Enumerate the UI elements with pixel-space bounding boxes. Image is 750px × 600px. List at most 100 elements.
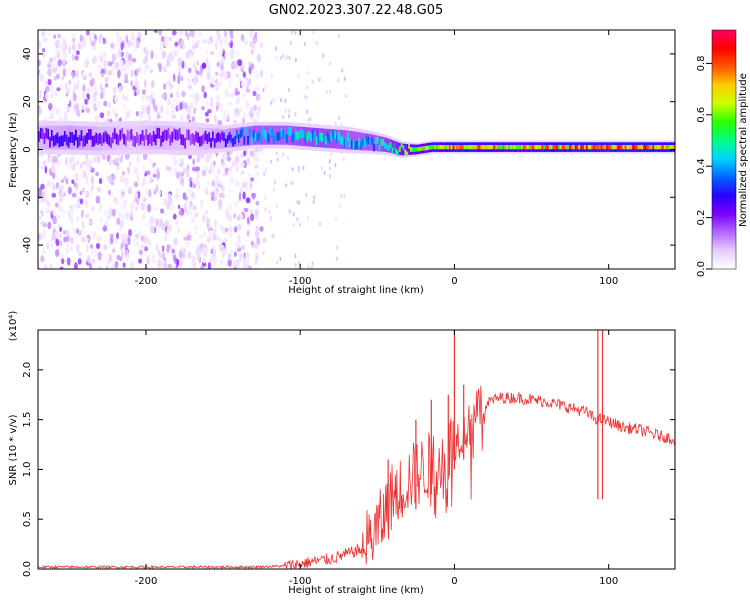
noise-speckle — [127, 39, 131, 48]
noise-speckle — [59, 266, 64, 269]
noise-speckle — [98, 34, 101, 44]
noise-speckle — [183, 236, 188, 241]
noise-speckle — [284, 108, 287, 113]
ridge-core — [619, 145, 622, 150]
noise-speckle — [146, 222, 150, 227]
noise-speckle — [285, 55, 288, 60]
ridge-core — [339, 135, 342, 144]
noise-speckle — [205, 154, 211, 164]
noise-speckle — [55, 182, 59, 190]
noise-speckle — [151, 225, 154, 235]
noise-speckle — [88, 219, 92, 225]
ridge-core — [476, 145, 479, 150]
ridge-core — [63, 131, 67, 142]
ridge-core — [521, 145, 524, 150]
noise-speckle — [168, 36, 173, 42]
y-tick-label: -40 — [22, 237, 33, 253]
noise-speckle — [149, 216, 154, 225]
noise-speckle — [190, 211, 194, 217]
ridge-band — [395, 141, 398, 155]
ridge-core — [73, 134, 76, 146]
ridge-core — [539, 145, 542, 150]
noise-speckle — [311, 79, 314, 85]
noise-speckle — [235, 181, 240, 188]
noise-speckle — [226, 156, 232, 162]
noise-speckle — [130, 69, 135, 78]
ridge-core — [508, 145, 511, 150]
noise-speckle — [92, 55, 98, 63]
ridge-core — [406, 151, 409, 157]
ridge-core — [97, 134, 100, 145]
noise-speckle — [253, 243, 258, 250]
noise-speckle — [122, 199, 128, 208]
ridge-core — [230, 134, 233, 144]
noise-speckle — [173, 171, 177, 177]
ridge-core — [617, 145, 620, 150]
ridge-core — [324, 136, 328, 145]
noise-speckle — [71, 192, 77, 198]
noise-speckle — [311, 261, 314, 266]
noise-speckle — [117, 49, 122, 58]
noise-speckle — [213, 257, 217, 267]
ridge-core — [513, 145, 516, 150]
ridge-core — [75, 129, 78, 141]
ridge-core — [628, 145, 631, 150]
noise-speckle — [206, 63, 211, 72]
ridge-core — [289, 127, 292, 136]
noise-speckle — [228, 252, 232, 261]
noise-speckle — [244, 40, 249, 46]
noise-speckle — [47, 78, 52, 86]
noise-speckle — [54, 49, 58, 56]
ridge-core — [139, 134, 142, 145]
ridge-core — [210, 138, 213, 148]
noise-speckle — [294, 112, 297, 117]
noise-speckle — [248, 66, 252, 75]
noise-speckle — [125, 254, 130, 261]
ridge-core — [643, 145, 646, 150]
noise-speckle — [58, 187, 63, 196]
noise-speckle — [86, 158, 90, 166]
ridge-core — [125, 135, 128, 147]
noise-speckle — [56, 223, 61, 228]
noise-speckle — [100, 38, 104, 46]
figure-title: GN02.2023.307.22.48.G05 — [269, 3, 444, 18]
ridge-core — [565, 145, 568, 150]
ridge-core — [241, 127, 244, 137]
ridge-core — [498, 145, 502, 150]
noise-speckle — [111, 63, 117, 70]
noise-speckle — [120, 242, 124, 250]
noise-speckle — [146, 50, 150, 56]
ridge-core — [219, 133, 222, 143]
noise-speckle — [99, 112, 105, 119]
noise-speckle — [240, 161, 245, 169]
ridge-core — [367, 136, 370, 145]
noise-speckle — [194, 98, 198, 106]
noise-speckle — [62, 59, 66, 65]
y-tick-label: 1.0 — [22, 461, 33, 477]
y-tick-label: -20 — [22, 189, 33, 205]
y-tick-label: 2.0 — [22, 362, 33, 378]
noise-speckle — [218, 198, 223, 208]
ridge-core — [665, 145, 668, 150]
ridge-band — [400, 143, 403, 156]
noise-speckle — [220, 72, 223, 78]
noise-speckle — [268, 210, 271, 215]
noise-speckle — [154, 187, 159, 193]
noise-speckle — [200, 264, 204, 269]
noise-speckle — [275, 56, 278, 61]
noise-speckle — [56, 159, 61, 168]
noise-speckle — [174, 194, 179, 200]
noise-speckle — [210, 255, 215, 262]
noise-speckle — [56, 52, 61, 59]
noise-speckle — [214, 219, 218, 228]
noise-speckle — [202, 257, 206, 264]
noise-speckle — [65, 156, 68, 166]
ridge-core — [173, 128, 176, 140]
ridge-core — [150, 135, 154, 147]
noise-speckle — [215, 40, 219, 49]
noise-speckle — [80, 102, 86, 111]
noise-speckle — [39, 212, 42, 218]
noise-speckle — [124, 177, 129, 182]
ridge-core — [60, 135, 63, 147]
